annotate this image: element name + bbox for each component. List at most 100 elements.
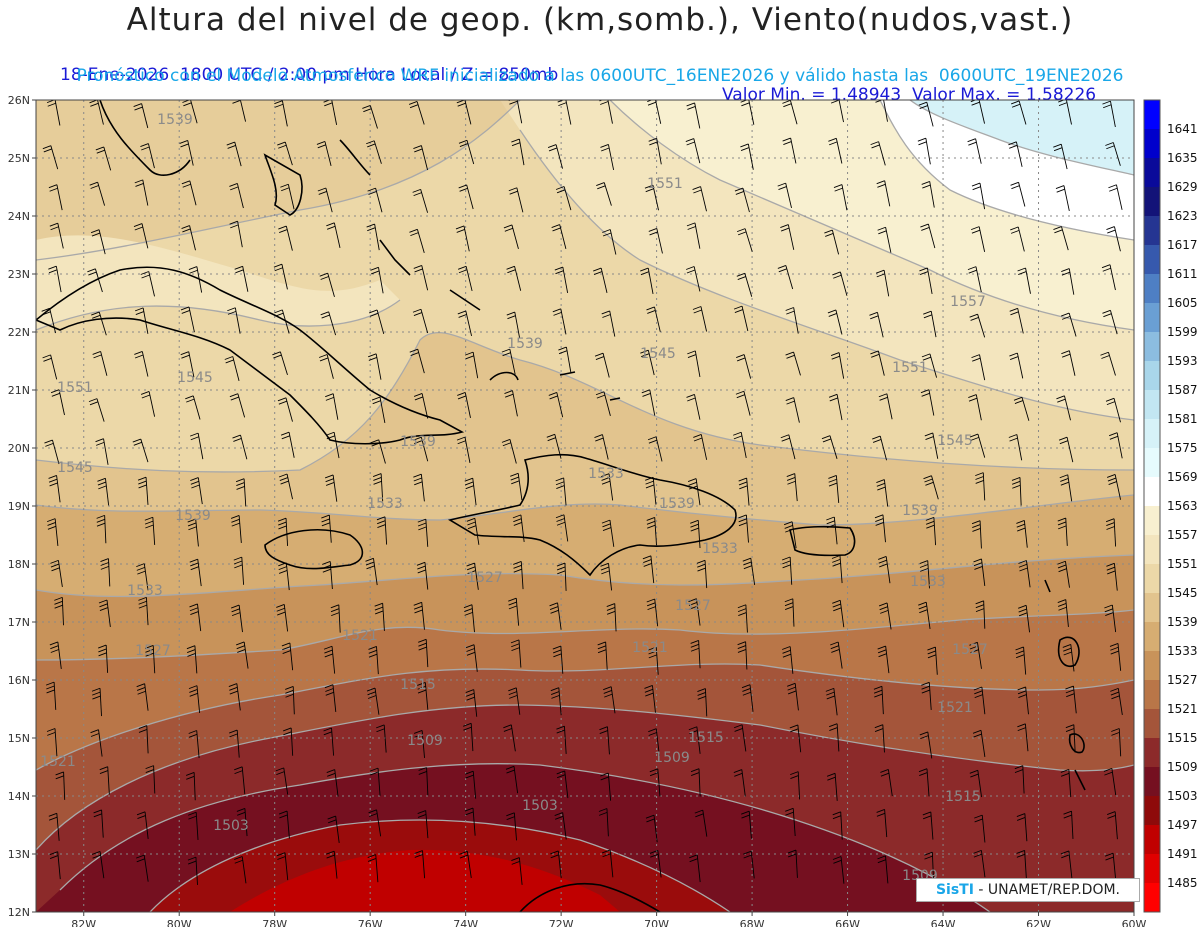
wind-barb: [318, 354, 334, 379]
wind-barb: [417, 518, 429, 547]
wind-barb: [413, 601, 425, 630]
wind-barb: [973, 849, 986, 878]
contour-label: 1527: [675, 598, 711, 614]
wind-barb: [547, 144, 563, 169]
wind-barb: [738, 477, 750, 506]
contour-label: 1503: [522, 798, 558, 814]
wind-barb: [830, 100, 844, 123]
colorbar-label: 1563: [1167, 499, 1198, 513]
wind-barb: [1015, 646, 1027, 675]
wind-barb: [1016, 813, 1028, 842]
wind-barb: [554, 266, 569, 294]
wind-barb: [593, 267, 608, 293]
wind-barb: [645, 476, 657, 505]
colorbar-swatch: [1144, 448, 1160, 478]
lon-tick-label: 72W: [549, 918, 574, 927]
wind-barb: [603, 686, 616, 714]
wind-barb: [416, 561, 429, 590]
wind-barb: [512, 514, 525, 542]
wind-barb: [787, 849, 798, 878]
wind-barb: [741, 810, 752, 839]
wind-barb: [189, 603, 202, 632]
wind-barb: [646, 306, 661, 332]
wind-barb: [48, 184, 63, 211]
wind-barb: [511, 138, 525, 166]
wind-barb: [275, 767, 289, 795]
wind-barb: [967, 266, 982, 293]
wind-barb: [236, 808, 248, 837]
colorbar-label: 1641: [1167, 122, 1198, 136]
contour-label: 1515: [400, 677, 436, 693]
wind-barb: [48, 265, 62, 293]
wind-barb: [975, 600, 986, 629]
wind-barb: [133, 103, 149, 129]
contour-label: 1533: [702, 541, 738, 557]
contour-label: 1551: [892, 360, 928, 376]
lat-tick-label: 24N: [8, 210, 30, 223]
lon-tick-label: 70W: [644, 918, 669, 927]
wind-barb: [548, 392, 564, 418]
wind-barb: [413, 436, 429, 462]
colorbar-label: 1617: [1167, 238, 1198, 252]
wind-barb: [642, 555, 655, 584]
wind-barb: [417, 681, 429, 710]
wind-barb: [876, 479, 889, 507]
wind-barb: [601, 519, 615, 547]
colorbar-swatch: [1144, 854, 1160, 884]
wind-barb: [1017, 686, 1029, 715]
lat-tick-label: 26N: [8, 94, 30, 107]
wind-barb: [644, 184, 659, 211]
wind-barb: [365, 557, 378, 586]
wind-barb: [48, 475, 61, 503]
wind-barb: [1102, 309, 1118, 335]
wind-barb: [550, 850, 562, 879]
wind-barb: [41, 307, 57, 334]
wind-barb: [503, 724, 516, 752]
wind-barb: [790, 771, 801, 800]
wind-barb: [870, 350, 885, 376]
wind-barb: [598, 808, 609, 837]
colorbar-swatch: [1144, 796, 1160, 826]
wind-barb: [555, 477, 567, 506]
colorbar-swatch: [1144, 187, 1160, 217]
wind-barb: [90, 729, 103, 757]
wind-barb: [1100, 351, 1116, 376]
colorbar-label: 1485: [1167, 876, 1198, 890]
wind-barb: [466, 562, 479, 590]
wind-barb: [42, 145, 59, 170]
wind-barb: [1109, 432, 1123, 459]
wind-barb: [230, 604, 243, 633]
wind-barb: [372, 473, 384, 502]
contour-label: 1539: [157, 112, 193, 128]
lat-tick-label: 18N: [8, 558, 30, 571]
wind-barb: [278, 810, 290, 839]
contour-label: 1521: [342, 628, 378, 644]
wind-barb: [187, 856, 198, 885]
wind-barb: [418, 638, 429, 668]
wind-barb: [1055, 185, 1070, 212]
colorbar-swatch: [1144, 651, 1160, 681]
wind-barb: [697, 688, 708, 717]
colorbar-swatch: [1144, 477, 1160, 507]
wind-barb: [49, 222, 64, 249]
wind-barb: [594, 434, 609, 460]
wind-barb: [506, 311, 521, 339]
wind-barb: [740, 100, 755, 125]
wind-barb: [1013, 396, 1030, 421]
colorbar-swatch: [1144, 622, 1160, 652]
wind-barb: [1107, 811, 1118, 840]
wind-barb: [185, 395, 201, 420]
wind-barb: [1065, 724, 1076, 753]
contour-label: 1509: [654, 750, 690, 766]
wind-barb: [1063, 810, 1074, 839]
wind-barb: [557, 100, 572, 125]
wind-barb: [973, 686, 986, 715]
wind-barb: [274, 100, 288, 127]
wind-barb: [1010, 100, 1027, 125]
wind-barb: [136, 854, 149, 882]
wind-barb: [601, 310, 616, 337]
contour-label: 1521: [937, 700, 973, 716]
wind-barb: [1059, 474, 1073, 502]
wind-barb: [735, 390, 751, 416]
wind-barb: [506, 265, 522, 291]
